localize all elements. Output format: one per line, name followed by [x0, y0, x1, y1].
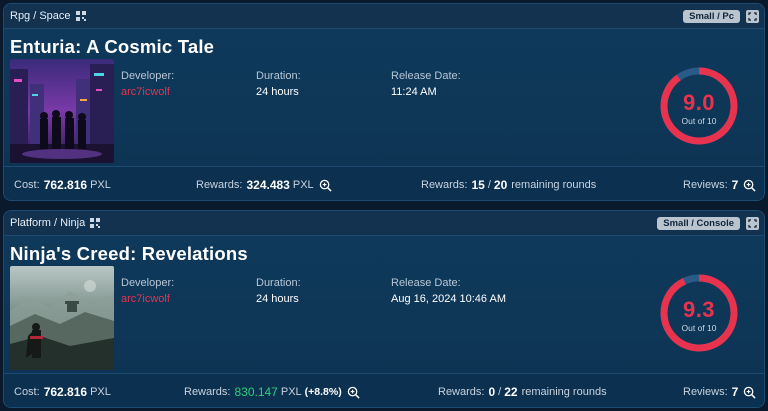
duration-label: Duration: [256, 277, 301, 289]
release-value: 11:24 AM [391, 86, 437, 98]
zoom-in-icon[interactable] [347, 386, 360, 399]
rewards-info: Rewards: 324.483 PXL [196, 178, 332, 192]
rewards-label: Rewards: [184, 386, 231, 398]
developer-link[interactable]: arc7icwolf [121, 293, 170, 305]
rounds-done: 0 [488, 385, 496, 399]
score-ring: 9.3 Out of 10 [659, 273, 739, 353]
game-card: Rpg / Space Small / Pc Enturia: A Cosmic… [3, 3, 765, 201]
developer-link[interactable]: arc7icwolf [121, 86, 170, 98]
rounds-separator: / [487, 179, 491, 191]
cyberpunk-city-image [10, 59, 114, 163]
game-title[interactable]: Ninja's Creed: Revelations [10, 243, 248, 264]
rounds-label: Rewards: [438, 386, 485, 398]
rounds-total: 20 [493, 178, 508, 192]
cost-unit: PXL [90, 386, 111, 398]
ninja-landscape-image [10, 266, 114, 370]
score-scale: Out of 10 [681, 116, 717, 126]
expand-icon[interactable] [746, 10, 759, 23]
qr-code-icon[interactable] [90, 218, 101, 228]
expand-icon[interactable] [746, 217, 759, 230]
zoom-in-icon[interactable] [319, 179, 332, 192]
rounds-text: remaining rounds [511, 179, 597, 191]
reviews-count: 7 [731, 385, 739, 399]
cost-unit: PXL [90, 179, 111, 191]
rounds-info: Rewards: 0 / 22 remaining rounds [438, 385, 607, 399]
developer-label: Developer: [121, 277, 175, 289]
game-thumbnail[interactable] [10, 59, 114, 163]
cost-info: Cost: 762.816 PXL [14, 385, 111, 399]
score-ring-graphic [660, 274, 738, 352]
rewards-label: Rewards: [196, 179, 243, 191]
qr-code-icon[interactable] [75, 11, 86, 21]
rounds-label: Rewards: [421, 179, 468, 191]
rounds-text: remaining rounds [521, 386, 607, 398]
zoom-in-icon[interactable] [743, 179, 756, 192]
rounds-total: 22 [504, 385, 518, 399]
game-thumbnail[interactable] [10, 266, 114, 370]
release-value: Aug 16, 2024 10:46 AM [391, 293, 506, 305]
score-ring-graphic [660, 67, 738, 145]
genre-text: Rpg / Space [10, 10, 71, 22]
rewards-value: 830.147 [234, 385, 278, 399]
rounds-separator: / [498, 386, 502, 398]
cost-info: Cost: 762.816 PXL [14, 178, 111, 192]
card-footer: Cost: 762.816 PXL Rewards: 324.483 PXL R… [4, 166, 764, 200]
size-platform-badge: Small / Console [657, 217, 740, 230]
duration-value: 24 hours [256, 293, 299, 305]
card-header: Rpg / Space Small / Pc [4, 4, 764, 29]
rounds-info: Rewards: 15 / 20 remaining rounds [421, 178, 596, 192]
reviews-label: Reviews: [683, 179, 728, 191]
game-card: Platform / Ninja Small / Console Ninja's… [3, 210, 765, 408]
reviews-info: Reviews: 7 [683, 178, 756, 192]
rewards-unit: PXL [292, 179, 314, 191]
score-value: 9.0 [682, 90, 716, 115]
rewards-info: Rewards: 830.147 PXL (+8.8%) [184, 385, 360, 399]
zoom-in-icon[interactable] [743, 386, 756, 399]
release-label: Release Date: [391, 277, 461, 289]
score-scale: Out of 10 [681, 323, 717, 333]
reviews-count: 7 [731, 178, 739, 192]
size-platform-badge: Small / Pc [683, 10, 740, 23]
duration-value: 24 hours [256, 86, 299, 98]
reviews-label: Reviews: [683, 386, 728, 398]
genre-text: Platform / Ninja [10, 217, 86, 229]
rounds-done: 15 [471, 178, 485, 192]
reviews-info: Reviews: 7 [683, 385, 756, 399]
score-value: 9.3 [682, 297, 716, 322]
cost-value: 762.816 [43, 385, 88, 399]
score-ring: 9.0 Out of 10 [659, 66, 739, 146]
game-title[interactable]: Enturia: A Cosmic Tale [10, 36, 215, 57]
card-footer: Cost: 762.816 PXL Rewards: 830.147 PXL (… [4, 373, 764, 407]
genre-label: Rpg / Space [10, 10, 86, 22]
developer-label: Developer: [121, 70, 175, 82]
cost-label: Cost: [14, 179, 40, 191]
rewards-change: (+8.8%) [304, 386, 342, 398]
card-header: Platform / Ninja Small / Console [4, 211, 764, 236]
cost-value: 762.816 [43, 178, 88, 192]
release-label: Release Date: [391, 70, 461, 82]
cost-label: Cost: [14, 386, 40, 398]
duration-label: Duration: [256, 70, 301, 82]
rewards-value: 324.483 [246, 178, 290, 192]
genre-label: Platform / Ninja [10, 217, 101, 229]
rewards-unit: PXL [280, 386, 302, 398]
